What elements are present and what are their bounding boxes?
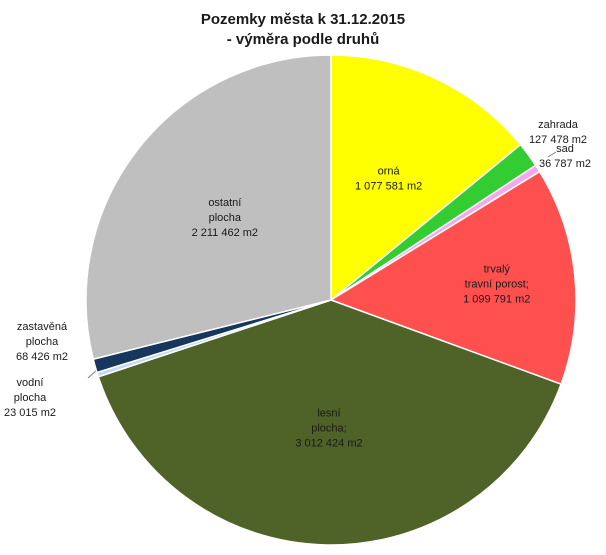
- slice-label: zastavěná plocha 68 426 m2: [16, 321, 68, 363]
- slice-label: orná 1 077 581 m2: [355, 166, 422, 193]
- slice-label: zahrada 127 478 m2: [529, 119, 587, 146]
- slice-label: vodní plocha 23 015 m2: [4, 377, 56, 419]
- chart-subtitle: - výměra podle druhů: [226, 31, 380, 48]
- slice-label: ostatní plocha 2 211 462 m2: [192, 197, 258, 239]
- pie-slice: [85, 54, 332, 361]
- pie-slice: [330, 54, 522, 302]
- slice-label: trvalý travní porost; 1 099 791 m2: [463, 263, 530, 305]
- leader-line: [547, 151, 557, 158]
- chart-title: Pozemky města k 31.12.2015: [200, 11, 406, 28]
- pie-slice: [97, 299, 563, 546]
- chart-title-block: Pozemky města k 31.12.2015 - výměra podl…: [0, 10, 606, 50]
- slice-label: sad 36 787 m2: [539, 143, 591, 170]
- slice-label: lesní plocha; 3 012 424 m2: [295, 407, 362, 449]
- pie-slice: [329, 170, 577, 386]
